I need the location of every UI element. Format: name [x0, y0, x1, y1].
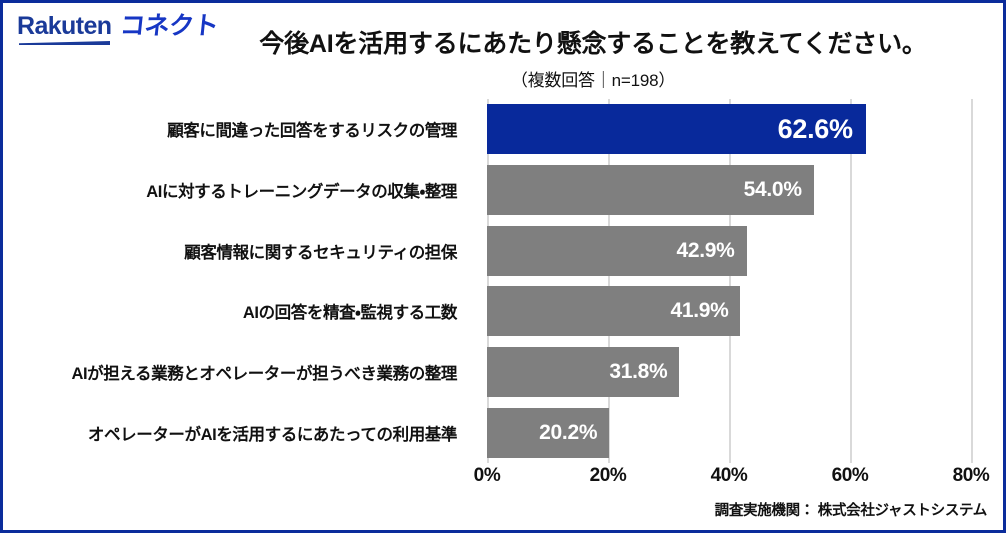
category-label: 顧客に間違った回答をするリスクの管理	[167, 122, 457, 141]
bar-row: 31.8%	[487, 347, 971, 397]
x-tick-label: 0%	[473, 465, 501, 486]
source-note: 調査実施機関： 株式会社ジャストシステム	[714, 503, 988, 519]
bar[interactable]: 42.9%	[487, 225, 747, 276]
plot-area: 62.6% 54.0% 42.9% 41.9% 31.8% 20.2%	[487, 99, 973, 463]
page-title: 今後AIを活用するにあたり懸念することを教えてください。	[259, 30, 927, 58]
logo-rakuten-wordmark: Rakuten	[17, 12, 112, 40]
bar-value-label: 62.6%	[777, 113, 853, 144]
category-label: AIに対するトレーニングデータの収集・整理	[146, 183, 457, 201]
title-block: 今後AIを活用するにあたり懸念することを教えてください。 （複数回答｜n=198…	[213, 30, 973, 91]
category-label: オペレーターがAIを活用するにあたっての利用基準	[87, 425, 457, 444]
category-label-column: 顧客に間違った回答をするリスクの管理 AIに対するトレーニングデータの収集・整理顧…	[3, 99, 471, 463]
bar-row: 62.6%	[487, 104, 971, 155]
bar[interactable]: 20.2%	[487, 407, 610, 458]
bar[interactable]: 31.8%	[487, 347, 680, 397]
bar[interactable]: 41.9%	[487, 286, 741, 337]
bar[interactable]: 54.0%	[487, 165, 814, 215]
logo-konekuto-wordmark: コネクト	[119, 12, 220, 40]
bar-value-label: 54.0%	[743, 178, 802, 201]
category-label: 顧客情報に関するセキュリティの担保	[184, 243, 457, 262]
bar-row: 41.9%	[487, 286, 971, 337]
page-subtitle: （複数回答｜n=198）	[510, 70, 676, 90]
bar-value-label: 31.8%	[609, 360, 668, 383]
gridline-80	[971, 99, 973, 463]
bar-value-label: 41.9%	[670, 299, 729, 323]
x-tick-label: 80%	[952, 465, 990, 486]
bar-row: 42.9%	[487, 225, 971, 276]
bar-row: 20.2%	[487, 407, 971, 458]
rakuten-connect-logo: Rakuten コネクト	[17, 12, 220, 40]
x-axis: 0% 20% 40% 60% 80%	[474, 465, 990, 493]
x-tick-label: 40%	[710, 465, 748, 486]
x-tick-label: 20%	[589, 465, 627, 486]
x-tick-label: 60%	[831, 465, 869, 486]
bar-value-label: 42.9%	[676, 238, 735, 262]
bar-value-label: 20.2%	[539, 420, 598, 444]
category-label: AIが担える業務とオペレーターが担うべき業務の整理	[71, 365, 457, 383]
category-label: AIの回答を精査・監視する工数	[242, 304, 458, 323]
bar-row: 54.0%	[487, 165, 971, 215]
bar[interactable]: 62.6%	[487, 104, 866, 155]
bar-rows: 62.6% 54.0% 42.9% 41.9% 31.8% 20.2%	[487, 99, 971, 463]
